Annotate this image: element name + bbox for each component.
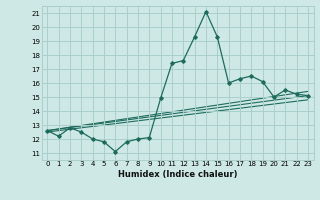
X-axis label: Humidex (Indice chaleur): Humidex (Indice chaleur) bbox=[118, 170, 237, 179]
